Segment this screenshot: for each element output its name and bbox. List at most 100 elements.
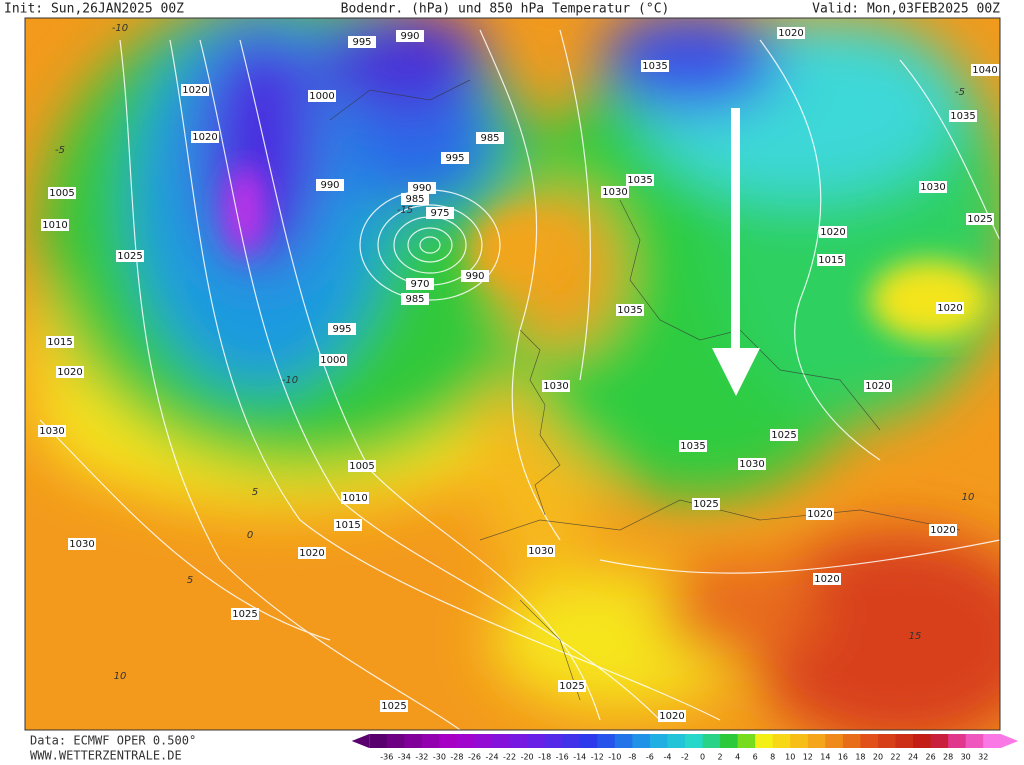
colorbar-swatch: [421, 734, 440, 748]
isobar-label-bg: [864, 380, 892, 392]
isobar-label-bg: [936, 302, 964, 314]
colorbar-end: [351, 734, 370, 748]
isobar-label: 1005: [349, 461, 374, 472]
isobar-label-bg: [461, 270, 489, 282]
isobar-label-bg: [298, 547, 326, 559]
colorbar-label: -18: [538, 753, 551, 762]
map-frame: [24, 17, 1001, 731]
isobar-label-bg: [426, 207, 454, 219]
colorbar-label: -30: [433, 753, 446, 762]
isobar-label: 1035: [617, 305, 642, 316]
colorbar-swatch: [860, 734, 879, 748]
isobar-label: 1040: [972, 65, 997, 76]
isobar-label-bg: [401, 293, 429, 305]
isobar-label: 1010: [342, 493, 367, 504]
colorbar-swatch: [930, 734, 949, 748]
colorbar-label: 16: [838, 753, 848, 762]
isobar-label-bg: [542, 380, 570, 392]
isobar-label: 1020: [865, 381, 890, 392]
isobar-label-bg: [601, 186, 629, 198]
isobar-label-bg: [641, 60, 669, 72]
isobar-label-bg: [971, 64, 999, 76]
arrow: [712, 108, 760, 396]
website: WWW.WETTERZENTRALE.DE: [30, 749, 182, 763]
temperature-label: -5: [55, 145, 65, 156]
isobar-label-bg: [46, 336, 74, 348]
colorbar-label: -32: [415, 753, 428, 762]
colorbar-swatch: [474, 734, 493, 748]
isobar-label: 1035: [627, 175, 652, 186]
isobar-label-bg: [408, 182, 436, 194]
temperature-label: -15: [397, 205, 413, 216]
colorbar-swatch: [842, 734, 861, 748]
isobar-label-bg: [806, 508, 834, 520]
colorbar-label: 0: [700, 753, 705, 762]
colorbar-swatch: [404, 734, 423, 748]
colorbar-swatch: [772, 734, 791, 748]
colorbar-swatch: [807, 734, 826, 748]
colorbar-label: -2: [681, 753, 689, 762]
colorbar-swatch: [720, 734, 739, 748]
isobar-label-bg: [181, 84, 209, 96]
temperature-label: 10: [962, 492, 975, 503]
colorbar-label: 28: [943, 753, 953, 762]
colorbar-label: 18: [855, 753, 865, 762]
colorbar-label: -28: [450, 753, 463, 762]
isobar-label-bg: [616, 304, 644, 316]
isobar-label: 1025: [232, 609, 257, 620]
isobar-label: 1035: [680, 441, 705, 452]
colorbar-swatch: [790, 734, 809, 748]
temperature-label: 10: [114, 671, 127, 682]
temperature-label: 5: [187, 575, 193, 586]
isobar-label: 1020: [659, 711, 684, 722]
colorbar-label: -22: [503, 753, 516, 762]
colorbar-swatch: [456, 734, 475, 748]
colorbar-label: 30: [961, 753, 971, 762]
init-label: Init: Sun,26JAN2025 00Z: [4, 2, 184, 17]
isobar-label: 1000: [309, 91, 334, 102]
isobar-label-bg: [380, 700, 408, 712]
isobar-label-bg: [38, 425, 66, 437]
isobar-label: 1020: [182, 85, 207, 96]
colorbar-label: -6: [646, 753, 654, 762]
colorbar-label: 12: [803, 753, 813, 762]
temperature-label: -10: [112, 23, 128, 34]
colorbar-label: -14: [573, 753, 586, 762]
colorbar-swatch: [825, 734, 844, 748]
isobar-label-bg: [68, 538, 96, 550]
isobar-label: 1030: [528, 546, 553, 557]
isobar-label-bg: [41, 219, 69, 231]
colorbar-label: 32: [978, 753, 988, 762]
isobar-label: 990: [320, 180, 339, 191]
isobar-label: 975: [430, 208, 449, 219]
isobar-label: 1015: [47, 337, 72, 348]
isobar-label-bg: [116, 250, 144, 262]
colorbar-label: 22: [890, 753, 900, 762]
isobar-label-bg: [406, 278, 434, 290]
isobar-label-bg: [48, 187, 76, 199]
colorbar-swatch: [755, 734, 774, 748]
colorbar-end: [1000, 734, 1019, 748]
isobar-label-bg: [819, 226, 847, 238]
isobar-label-bg: [770, 429, 798, 441]
isobar-label-bg: [919, 181, 947, 193]
isobar-label: 1005: [49, 188, 74, 199]
temperature-label: -5: [955, 87, 965, 98]
isobar-label: 985: [405, 294, 424, 305]
isobar-label: 1020: [778, 28, 803, 39]
isobar-label-bg: [692, 498, 720, 510]
colorbar-swatch: [948, 734, 967, 748]
colorbar-label: 6: [753, 753, 758, 762]
colorbar-label: 24: [908, 753, 918, 762]
isobar-label: 1030: [543, 381, 568, 392]
temperature-label: 0: [247, 530, 253, 541]
isobar-label: 1030: [39, 426, 64, 437]
isobar-label: 1000: [320, 355, 345, 366]
isobar-label-bg: [476, 132, 504, 144]
isobar-label: 1020: [820, 227, 845, 238]
isobar-label: 985: [480, 133, 499, 144]
isobar-label: 985: [405, 194, 424, 205]
colorbar-label: -34: [398, 753, 411, 762]
isobar-label-bg: [441, 152, 469, 164]
